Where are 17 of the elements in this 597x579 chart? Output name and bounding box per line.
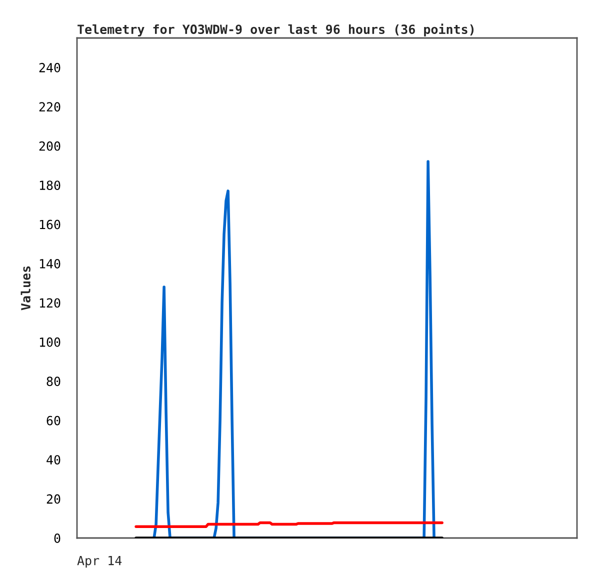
y-tick-label: 120 (40, 298, 60, 308)
y-tick-label: 60 (46, 416, 60, 426)
chart-title: Telemetry for YO3WDW-9 over last 96 hours (36 points) (78, 24, 474, 36)
y-axis-title: Values (20, 266, 30, 310)
y-tick-label: 180 (40, 180, 60, 190)
y-tick-label: 0 (54, 534, 60, 543)
line-series (152, 160, 436, 538)
text: Apr 14 (77, 556, 122, 568)
y-tick-label: 80 (46, 376, 60, 386)
y-tick-label: 20 (46, 494, 60, 504)
y-tick-label: 240 (39, 62, 60, 72)
y-tick-label: 40 (46, 455, 60, 465)
y-tick-label: 140 (40, 258, 60, 268)
y-tick-label: 100 (40, 337, 60, 347)
y-tick-label: 200 (39, 141, 60, 151)
y-tick-label: 220 (39, 102, 60, 112)
y-tick-label: 160 (40, 220, 60, 230)
